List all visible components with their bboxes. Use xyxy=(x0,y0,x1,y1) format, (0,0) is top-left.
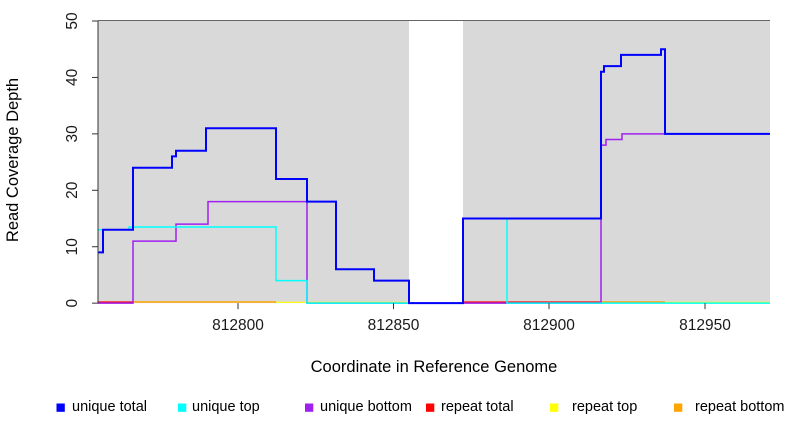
svg-text:0: 0 xyxy=(64,298,81,307)
svg-text:Coordinate in Reference Genome: Coordinate in Reference Genome xyxy=(311,358,558,376)
svg-text:50: 50 xyxy=(64,12,81,30)
svg-text:repeat top: repeat top xyxy=(572,399,637,415)
svg-text:812900: 812900 xyxy=(523,317,575,334)
svg-text:repeat total: repeat total xyxy=(441,399,514,415)
svg-text:repeat bottom: repeat bottom xyxy=(695,399,784,415)
svg-text:20: 20 xyxy=(64,181,81,199)
svg-text:30: 30 xyxy=(64,125,81,143)
svg-text:812850: 812850 xyxy=(368,317,420,334)
svg-text:812800: 812800 xyxy=(212,317,264,334)
svg-text:812950: 812950 xyxy=(679,317,731,334)
svg-text:Read Coverage Depth: Read Coverage Depth xyxy=(4,78,22,242)
svg-text:unique top: unique top xyxy=(192,399,260,415)
svg-text:10: 10 xyxy=(64,238,81,256)
svg-text:40: 40 xyxy=(64,68,81,86)
svg-text:unique total: unique total xyxy=(72,399,147,415)
svg-text:unique bottom: unique bottom xyxy=(320,399,412,415)
